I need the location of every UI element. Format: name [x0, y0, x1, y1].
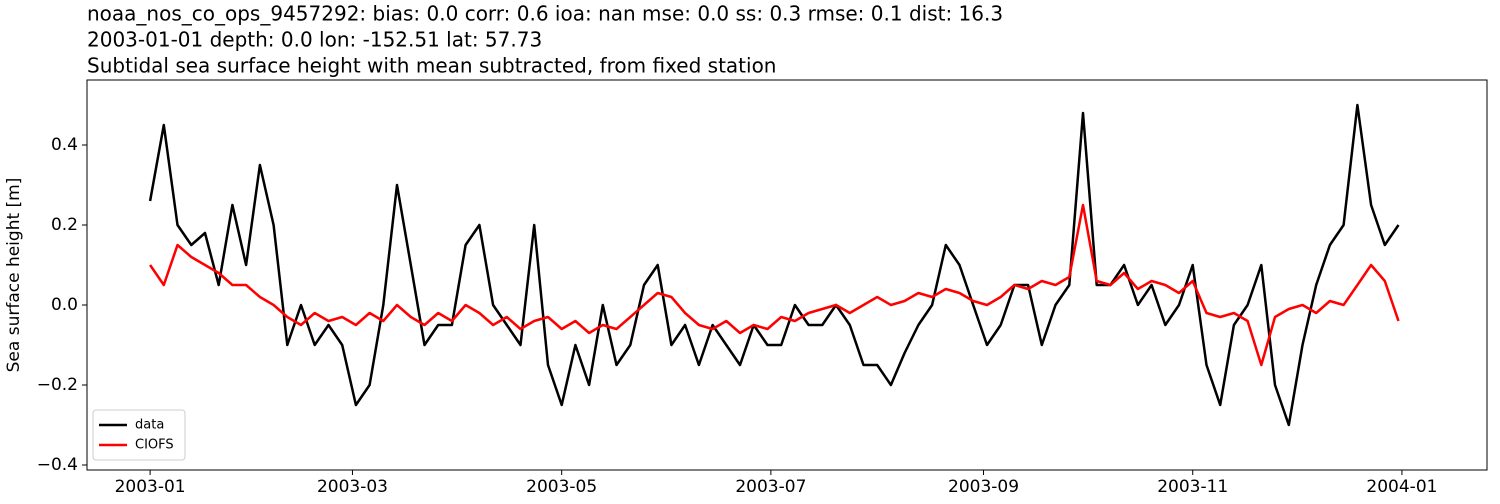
x-tick-label: 2003-01	[115, 477, 186, 497]
series-line	[148, 103, 1400, 427]
y-tick-label: 0.4	[51, 135, 78, 155]
y-axis-label: Sea surface height [m]	[4, 178, 24, 373]
x-tick-label: 2003-07	[735, 477, 806, 497]
x-tick-label: 2003-03	[317, 477, 388, 497]
y-tick-label: −0.4	[37, 455, 78, 475]
legend-box	[92, 409, 186, 461]
y-tick-label: 0.0	[51, 295, 78, 315]
x-tick-label: 2004-01	[1366, 477, 1437, 497]
plot-frame	[86, 79, 1488, 471]
x-tick-label: 2003-11	[1157, 477, 1228, 497]
series-line	[149, 203, 1400, 367]
legend-label: CIOFS	[135, 438, 174, 453]
y-tick-label: 0.2	[51, 215, 78, 235]
y-tick-label: −0.2	[37, 375, 78, 395]
title-line: noaa_nos_co_ops_9457292: bias: 0.0 corr:…	[87, 2, 1003, 26]
x-tick-label: 2003-05	[526, 477, 597, 497]
title-line: 2003-01-01 depth: 0.0 lon: -152.51 lat: …	[87, 28, 542, 52]
x-tick-label: 2003-09	[948, 477, 1019, 497]
legend-label: data	[135, 418, 164, 433]
title-line: Subtidal sea surface height with mean su…	[87, 54, 776, 78]
